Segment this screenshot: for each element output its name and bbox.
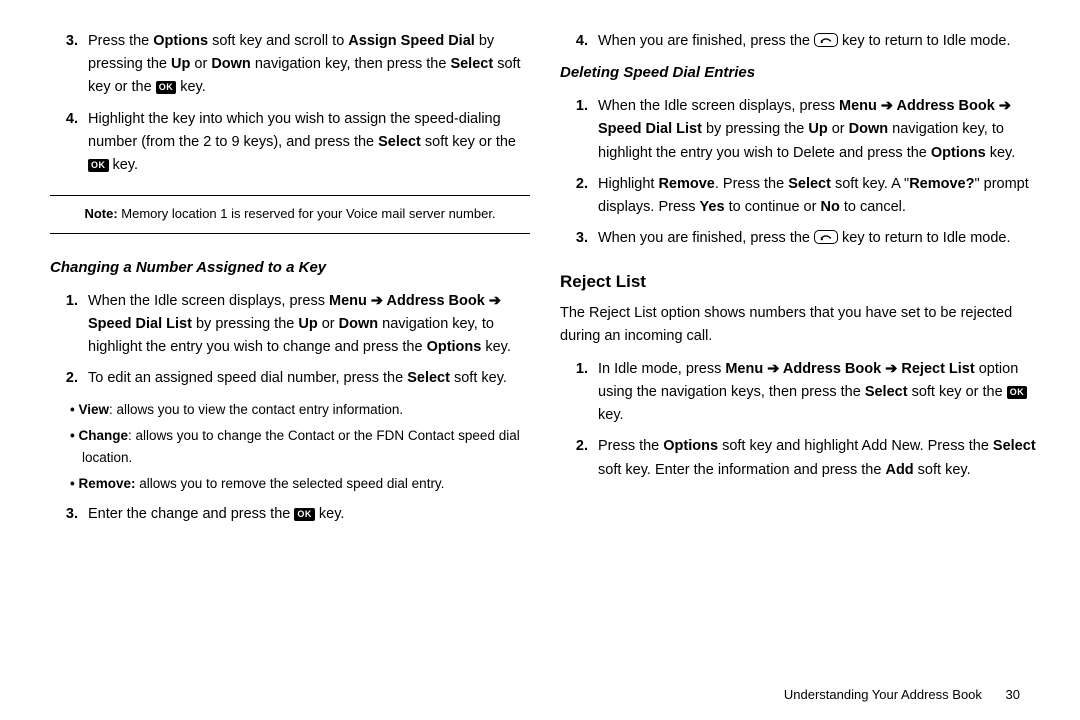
step-text: Press the Options soft key and highlight… <box>598 435 1040 481</box>
list-item: 4.Highlight the key into which you wish … <box>50 108 530 178</box>
step-text: Enter the change and press the OK key. <box>88 503 530 526</box>
step-text: In Idle mode, press Menu ➔ Address Book … <box>598 358 1040 428</box>
step-number: 3. <box>560 227 598 250</box>
list-item: 2.Press the Options soft key and highlig… <box>560 435 1040 481</box>
note-box: Note: Memory location 1 is reserved for … <box>50 195 530 234</box>
list-item: 1.In Idle mode, press Menu ➔ Address Boo… <box>560 358 1040 428</box>
step-number: 4. <box>50 108 88 178</box>
ok-key-icon: OK <box>1007 386 1028 399</box>
list-item: 3.When you are finished, press the key t… <box>560 227 1040 250</box>
list-item: 2.To edit an assigned speed dial number,… <box>50 367 530 390</box>
step-number: 1. <box>560 95 598 165</box>
end-key-icon <box>814 230 838 244</box>
step-text: When you are finished, press the key to … <box>598 30 1040 53</box>
list-item: 4.When you are finished, press the key t… <box>560 30 1040 53</box>
steps-group-a-right: 4.When you are finished, press the key t… <box>560 30 1040 53</box>
subheading-changing: Changing a Number Assigned to a Key <box>50 256 530 280</box>
bullet-item: Remove: allows you to remove the selecte… <box>70 473 530 495</box>
step-text: When you are finished, press the key to … <box>598 227 1040 250</box>
list-item: 1.When the Idle screen displays, press M… <box>560 95 1040 165</box>
steps-group-a: 3.Press the Options soft key and scroll … <box>50 30 530 177</box>
footer-title: Understanding Your Address Book <box>784 687 982 702</box>
bullet-item: Change: allows you to change the Contact… <box>70 425 530 468</box>
list-item: 2.Highlight Remove. Press the Select sof… <box>560 173 1040 219</box>
reject-intro: The Reject List option shows numbers tha… <box>560 302 1040 348</box>
steps-group-b-right: 1.When the Idle screen displays, press M… <box>560 95 1040 250</box>
step-text: Press the Options soft key and scroll to… <box>88 30 530 100</box>
step-number: 3. <box>50 503 88 526</box>
left-column: 3.Press the Options soft key and scroll … <box>50 30 530 630</box>
page-content: 3.Press the Options soft key and scroll … <box>0 0 1080 650</box>
list-item: 3.Press the Options soft key and scroll … <box>50 30 530 100</box>
page-footer: Understanding Your Address Book 30 <box>784 687 1020 702</box>
step-number: 4. <box>560 30 598 53</box>
list-item: 1.When the Idle screen displays, press M… <box>50 290 530 360</box>
step-number: 2. <box>560 173 598 219</box>
section-heading-reject: Reject List <box>560 268 1040 295</box>
right-column: 4.When you are finished, press the key t… <box>560 30 1040 630</box>
step-number: 1. <box>50 290 88 360</box>
ok-key-icon: OK <box>294 508 315 521</box>
step-text: Highlight Remove. Press the Select soft … <box>598 173 1040 219</box>
step-number: 2. <box>50 367 88 390</box>
step-text: When the Idle screen displays, press Men… <box>88 290 530 360</box>
step-number: 2. <box>560 435 598 481</box>
steps-group-c-right: 1.In Idle mode, press Menu ➔ Address Boo… <box>560 358 1040 482</box>
footer-page-number: 30 <box>1006 687 1020 702</box>
bullet-item: View: allows you to view the contact ent… <box>70 399 530 421</box>
steps-group-b: 1.When the Idle screen displays, press M… <box>50 290 530 391</box>
ok-key-icon: OK <box>156 81 177 94</box>
end-key-icon <box>814 33 838 47</box>
step-number: 3. <box>50 30 88 100</box>
ok-key-icon: OK <box>88 159 109 172</box>
steps-group-c: 3.Enter the change and press the OK key. <box>50 503 530 526</box>
step-text: When the Idle screen displays, press Men… <box>598 95 1040 165</box>
step-number: 1. <box>560 358 598 428</box>
step-text: To edit an assigned speed dial number, p… <box>88 367 530 390</box>
subheading-deleting: Deleting Speed Dial Entries <box>560 61 1040 85</box>
sub-bullets: View: allows you to view the contact ent… <box>70 399 530 495</box>
step-text: Highlight the key into which you wish to… <box>88 108 530 178</box>
list-item: 3.Enter the change and press the OK key. <box>50 503 530 526</box>
